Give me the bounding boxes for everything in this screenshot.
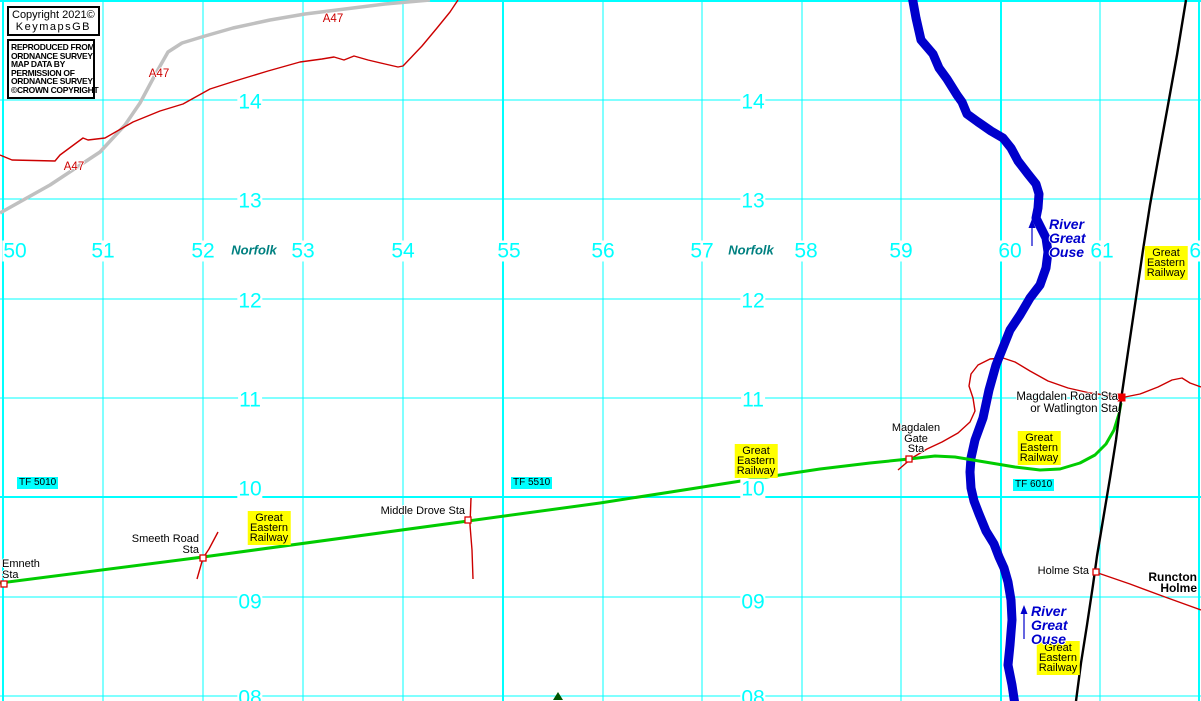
- grid-ref-tf5010: TF 5010: [17, 477, 59, 489]
- river-flow-arrows: [1020, 219, 1036, 639]
- grid-easting-50: 50: [2, 239, 28, 263]
- flow-arrowhead-top: [1028, 219, 1036, 228]
- grid-easting-52: 52: [190, 239, 216, 263]
- grid-northing-11-right: 11: [741, 388, 765, 412]
- station-label-emneth: Emneth Sta: [2, 558, 40, 581]
- grid-easting-58: 58: [793, 239, 819, 263]
- grid-easting-54: 54: [390, 239, 416, 263]
- a47-road-path: [0, 0, 459, 162]
- grid-northing-13-left: 13: [237, 189, 263, 213]
- a47-road-label-2: A47: [148, 68, 170, 80]
- ger-label-1: Great Eastern Railway: [247, 511, 291, 545]
- station-marker-emneth: [0, 580, 8, 588]
- grid-northing-08-right: 08: [740, 687, 766, 701]
- grid-easting-55: 55: [496, 239, 522, 263]
- grid-northing-11-left: 11: [238, 388, 262, 412]
- grid-northing-12-right: 12: [740, 289, 766, 313]
- grid-northing-09-left: 09: [237, 590, 263, 614]
- grid-easting-61: 61: [1089, 239, 1115, 263]
- ger-label-5: Great Eastern Railway: [1036, 641, 1080, 675]
- station-marker-magdalen-gate: [905, 455, 913, 463]
- brand-name: KeymapsGB: [15, 21, 91, 33]
- a47-road-label-3: A47: [322, 13, 344, 25]
- river-great-ouse-label-bottom: River Great Ouse: [1031, 603, 1068, 647]
- flow-arrowhead-bottom: [1020, 605, 1028, 614]
- station-markers-layer: [0, 393, 1126, 588]
- grid-northing-10-right: 10: [740, 477, 766, 501]
- middle-drove-road-path: [469, 497, 474, 580]
- grid-easting-53: 53: [290, 239, 316, 263]
- grid-easting-51: 51: [90, 239, 116, 263]
- grid-easting-60: 60: [997, 239, 1023, 263]
- os-credit-box: REPRODUCED FROM ORDNANCE SURVEY MAP DATA…: [7, 39, 99, 99]
- grid-northing-09-right: 09: [740, 590, 766, 614]
- gray-road-path: [0, 0, 431, 215]
- green-railway-path: [0, 402, 1123, 585]
- county-label-norfolk-right: Norfolk: [728, 242, 774, 258]
- ger-label-2: Great Eastern Railway: [734, 444, 778, 478]
- black-railway-path: [1074, 0, 1188, 701]
- grid-ref-tf5510: TF 5510: [511, 477, 553, 489]
- grid-easting-57: 57: [689, 239, 715, 263]
- grid-easting-56: 56: [590, 239, 616, 263]
- station-label-magdalen-road: Magdalen Road Sta or Watlington Sta: [1016, 391, 1118, 415]
- station-marker-magdalen-road: [1117, 393, 1126, 402]
- grid-ref-tf6010: TF 6010: [1013, 479, 1055, 491]
- station-label-middle-drove: Middle Drove Sta: [380, 505, 465, 517]
- station-marker-holme: [1092, 568, 1100, 576]
- place-label-runcton-holme: Runcton Holme: [1148, 570, 1197, 595]
- ger-label-3: Great Eastern Railway: [1017, 431, 1061, 465]
- red-roads-layer: [0, 0, 1201, 611]
- grid-northing-12-left: 12: [237, 289, 263, 313]
- ger-label-4: Great Eastern Railway: [1144, 246, 1188, 280]
- grid-northing-14-right: 14: [740, 90, 766, 114]
- grid-northing-13-right: 13: [740, 189, 766, 213]
- grid-easting-59: 59: [888, 239, 914, 263]
- holme-road-path: [1097, 572, 1201, 611]
- county-label-norfolk-left: Norfolk: [231, 242, 277, 258]
- station-marker-smeeth-road: [199, 554, 207, 562]
- landmark-triangle-icon: [553, 692, 563, 700]
- a47-road-label-1: A47: [63, 161, 85, 173]
- copyright-box: Copyright 2021© KeymapsGB: [7, 6, 100, 36]
- river-great-ouse-label-top: River Great Ouse: [1049, 216, 1086, 260]
- smeeth-road-crossing-path: [196, 531, 219, 580]
- copyright-line: Copyright 2021©: [12, 9, 95, 21]
- station-label-smeeth-road: Smeeth Road Sta: [131, 533, 199, 556]
- station-marker-middle-drove: [464, 516, 472, 524]
- river-great-ouse-path: [908, 0, 1053, 701]
- grid-northing-10-left: 10: [237, 477, 263, 501]
- grid-northing-14-left: 14: [237, 90, 263, 114]
- station-label-magdalen-gate: Magdalen Gate Sta: [891, 422, 941, 455]
- station-label-holme: Holme Sta: [1037, 565, 1089, 577]
- grid-easting-62: 62: [1188, 240, 1201, 262]
- magdalen-road-path: [897, 357, 1201, 471]
- grid-northing-08-left: 08: [237, 687, 263, 701]
